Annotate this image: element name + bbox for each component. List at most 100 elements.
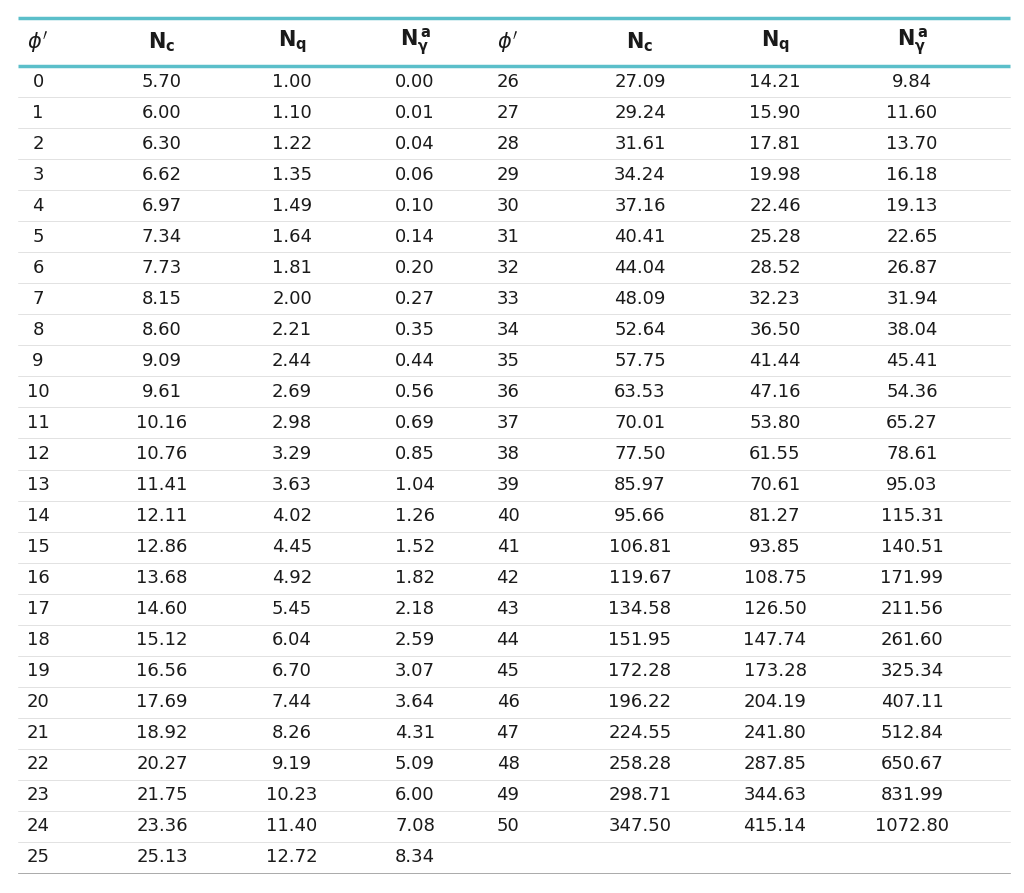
Text: 9.19: 9.19 [272,755,312,773]
Text: 14: 14 [27,507,49,525]
Text: 407.11: 407.11 [881,693,943,712]
Text: 1.22: 1.22 [272,135,312,153]
Text: 38: 38 [497,445,519,463]
Text: 49: 49 [497,787,519,805]
Text: 8.34: 8.34 [395,848,435,866]
Text: 2.44: 2.44 [272,352,312,370]
Text: 134.58: 134.58 [608,600,672,618]
Text: 22.65: 22.65 [886,228,938,246]
Text: 33: 33 [497,290,519,308]
Text: 37.16: 37.16 [614,196,666,214]
Text: 15.90: 15.90 [750,104,801,121]
Text: 512.84: 512.84 [881,724,943,742]
Text: 11.60: 11.60 [887,104,938,121]
Text: 20: 20 [27,693,49,712]
Text: 22: 22 [27,755,49,773]
Text: 23.36: 23.36 [136,817,187,836]
Text: 41.44: 41.44 [750,352,801,370]
Text: 13.70: 13.70 [887,135,938,153]
Text: 3.64: 3.64 [395,693,435,712]
Text: 172.28: 172.28 [608,663,672,680]
Text: 6.00: 6.00 [142,104,182,121]
Text: 25.28: 25.28 [750,228,801,246]
Text: 53.80: 53.80 [750,414,801,432]
Text: 46: 46 [497,693,519,712]
Text: 52.64: 52.64 [614,321,666,338]
Text: 8.15: 8.15 [142,290,182,308]
Text: 5.09: 5.09 [395,755,435,773]
Text: 41: 41 [497,538,519,556]
Text: 173.28: 173.28 [743,663,807,680]
Text: 298.71: 298.71 [608,787,672,805]
Text: 108.75: 108.75 [743,569,806,587]
Text: 11.41: 11.41 [136,476,187,494]
Text: 1.81: 1.81 [272,259,312,277]
Text: 224.55: 224.55 [608,724,672,742]
Text: 39: 39 [497,476,519,494]
Text: 147.74: 147.74 [743,631,807,649]
Text: 70.61: 70.61 [750,476,801,494]
Text: 47.16: 47.16 [750,383,801,401]
Text: 115.31: 115.31 [881,507,943,525]
Text: 85.97: 85.97 [614,476,666,494]
Text: 415.14: 415.14 [743,817,807,836]
Text: 18.92: 18.92 [136,724,187,742]
Text: 5.45: 5.45 [272,600,312,618]
Text: 32: 32 [497,259,519,277]
Text: 20.27: 20.27 [136,755,187,773]
Text: 0.01: 0.01 [395,104,435,121]
Text: 0.69: 0.69 [395,414,435,432]
Text: 3.07: 3.07 [395,663,435,680]
Text: 14.21: 14.21 [750,72,801,90]
Text: 8: 8 [33,321,44,338]
Text: 16.18: 16.18 [887,165,938,184]
Text: 18: 18 [27,631,49,649]
Text: 0.06: 0.06 [395,165,435,184]
Text: 261.60: 261.60 [881,631,943,649]
Text: 26: 26 [497,72,519,90]
Text: 1.52: 1.52 [395,538,435,556]
Text: 44: 44 [497,631,519,649]
Text: 7.44: 7.44 [272,693,312,712]
Text: 19.13: 19.13 [886,196,938,214]
Text: 27: 27 [497,104,519,121]
Text: 31: 31 [497,228,519,246]
Text: 0.85: 0.85 [395,445,435,463]
Text: 63.53: 63.53 [614,383,666,401]
Text: 6.04: 6.04 [272,631,312,649]
Text: 12: 12 [27,445,49,463]
Text: 3.63: 3.63 [272,476,312,494]
Text: 650.67: 650.67 [881,755,943,773]
Text: 65.27: 65.27 [886,414,938,432]
Text: 287.85: 287.85 [743,755,807,773]
Text: 25: 25 [27,848,49,866]
Text: $\mathbf{N_{\gamma}^{\,a}}$: $\mathbf{N_{\gamma}^{\,a}}$ [399,27,430,58]
Text: 0.44: 0.44 [395,352,435,370]
Text: 40: 40 [497,507,519,525]
Text: 29: 29 [497,165,519,184]
Text: 48: 48 [497,755,519,773]
Text: 2.59: 2.59 [395,631,435,649]
Text: 9.09: 9.09 [142,352,182,370]
Text: 6.00: 6.00 [395,787,435,805]
Text: 35: 35 [497,352,519,370]
Text: 78.61: 78.61 [887,445,938,463]
Text: 24: 24 [27,817,49,836]
Text: 13.68: 13.68 [136,569,187,587]
Text: 6: 6 [33,259,44,277]
Text: 6.70: 6.70 [272,663,312,680]
Text: 34: 34 [497,321,519,338]
Text: 43: 43 [497,600,519,618]
Text: 196.22: 196.22 [608,693,672,712]
Text: 0.20: 0.20 [395,259,435,277]
Text: 4: 4 [32,196,44,214]
Text: 4.45: 4.45 [272,538,312,556]
Text: $\mathbf{N_q}$: $\mathbf{N_q}$ [278,29,306,55]
Text: 151.95: 151.95 [608,631,672,649]
Text: 4.02: 4.02 [272,507,312,525]
Text: 0.56: 0.56 [395,383,435,401]
Text: 47: 47 [497,724,519,742]
Text: 2.69: 2.69 [272,383,312,401]
Text: 93.85: 93.85 [750,538,801,556]
Text: 16.56: 16.56 [136,663,187,680]
